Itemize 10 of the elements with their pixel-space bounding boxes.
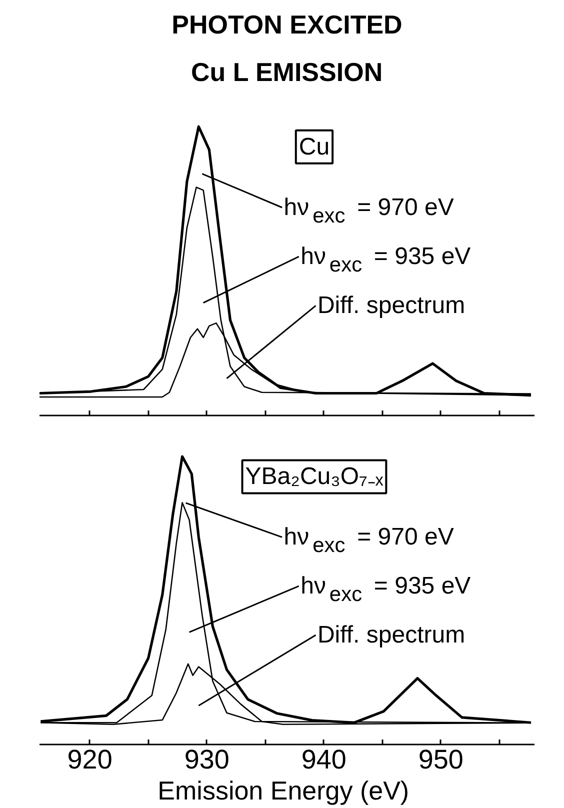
x-axis-title: Emission Energy (eV) <box>158 776 410 806</box>
annotation: Diff. spectrum <box>317 622 466 649</box>
annotation: YBa₂Cu₃O₇₋ₓ <box>245 463 384 490</box>
x-tick-label: 950 <box>418 744 464 774</box>
chart-title: PHOTON EXCITED Cu L EMISSION <box>172 9 402 87</box>
annotation: Cu <box>298 133 330 160</box>
x-tick-label: 940 <box>301 744 346 774</box>
x-tick-label: 920 <box>67 744 112 774</box>
x-tick-label: 930 <box>184 744 230 774</box>
annotation: Diff. spectrum <box>317 292 466 320</box>
